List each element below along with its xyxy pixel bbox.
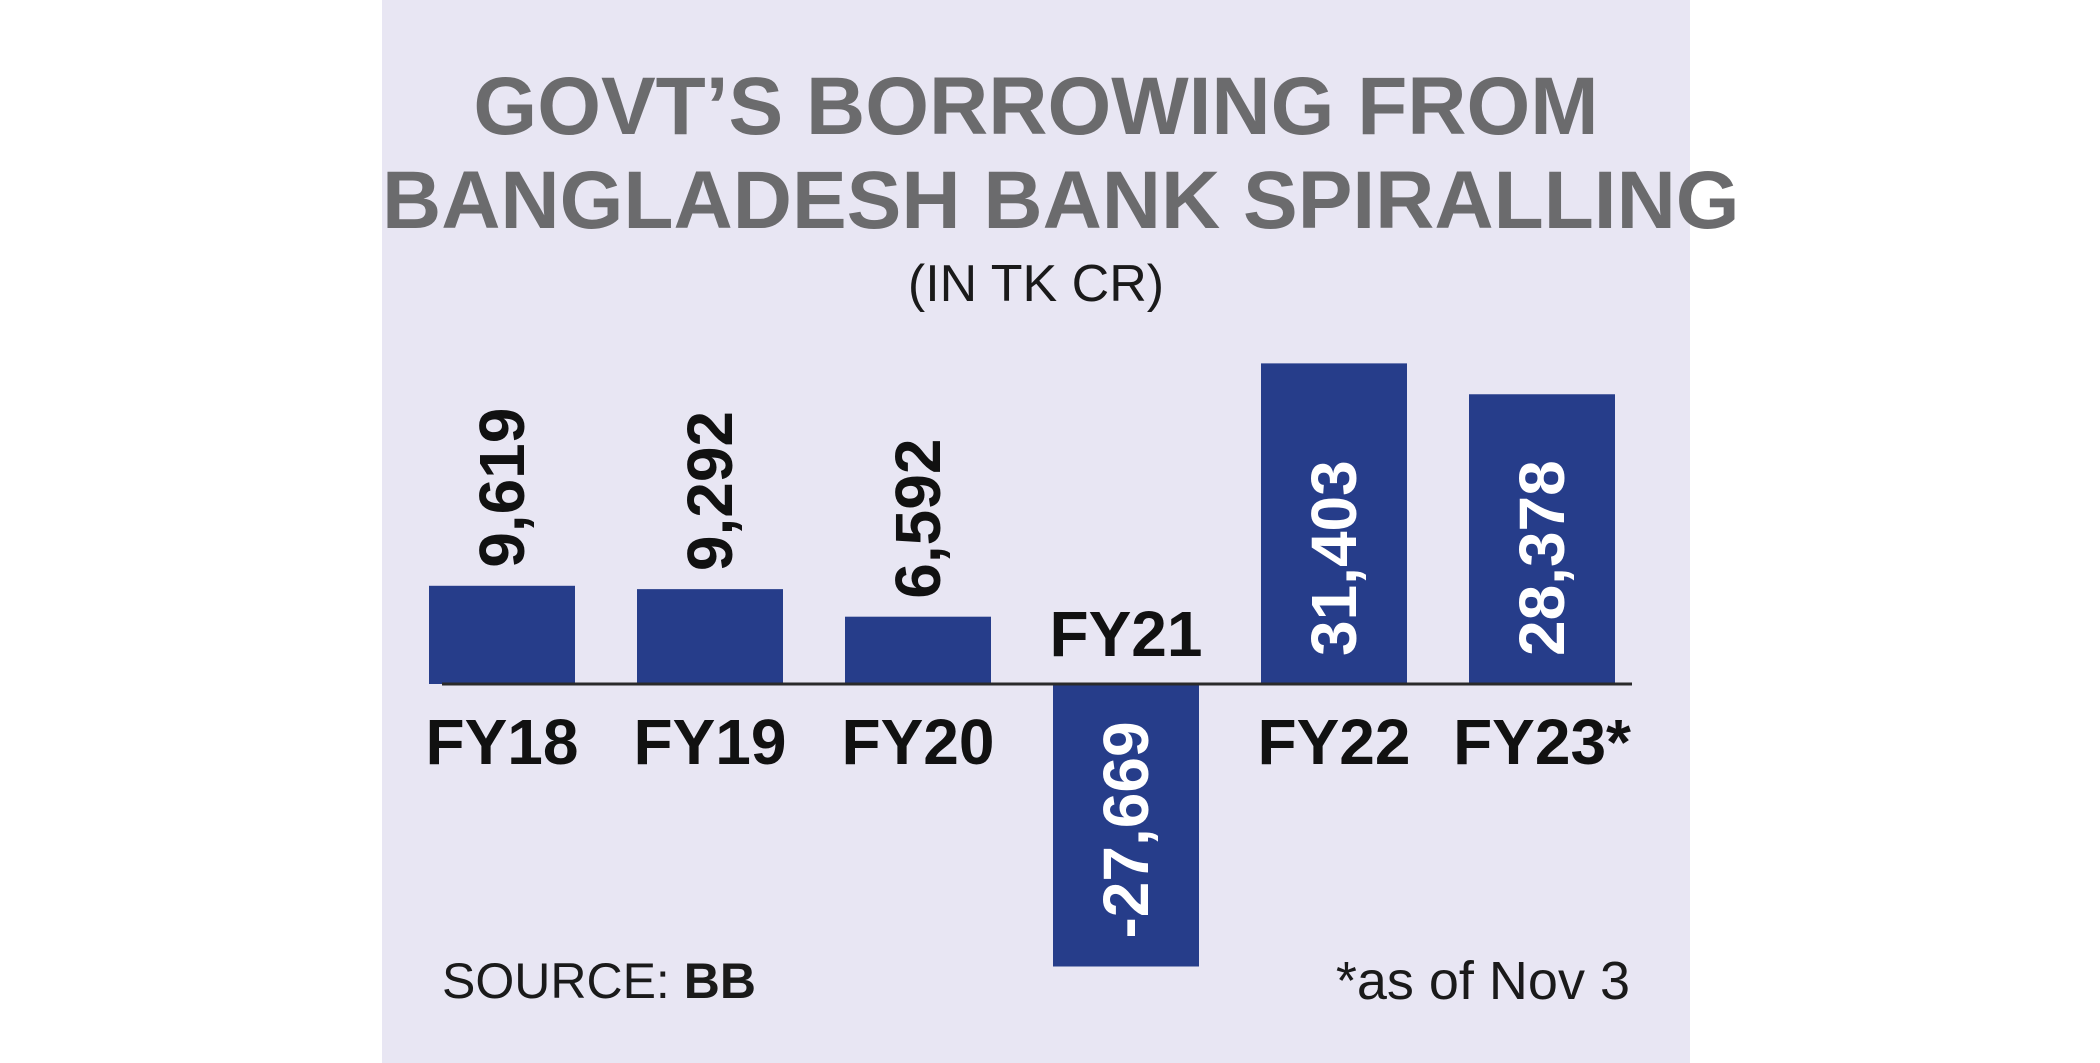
bar-fy22 xyxy=(1261,363,1407,684)
chart-title-line-1: GOVT’S BORROWING FROM xyxy=(473,61,1599,152)
x-tick-label: FY21 xyxy=(1050,598,1203,670)
chart-unit-subtitle: (IN TK CR) xyxy=(907,255,1165,313)
data-label: 31,403 xyxy=(1298,460,1370,656)
data-label: 9,619 xyxy=(466,408,538,568)
chart-panel: GOVT’S BORROWING FROM BANGLADESH BANK SP… xyxy=(382,0,1740,1063)
data-label: 28,378 xyxy=(1506,460,1578,656)
data-label: 6,592 xyxy=(882,439,954,599)
bar-chart: FY18 9,619 FY19 9,292 FY20 6,592 FY21 -27,669 FY… xyxy=(426,363,1632,967)
source-note: SOURCE: BB xyxy=(442,952,756,1010)
bar-fy20 xyxy=(845,616,991,684)
bar-fy21 xyxy=(1053,684,1199,967)
data-label: 9,292 xyxy=(674,411,746,571)
x-tick-label: FY18 xyxy=(426,706,579,778)
source-label: SOURCE: xyxy=(442,953,670,1009)
bar-fy18 xyxy=(429,585,575,684)
data-label: -27,669 xyxy=(1090,721,1162,938)
x-tick-label: FY19 xyxy=(634,706,787,778)
footnote: *as of Nov 3 xyxy=(1335,951,1630,1011)
x-tick-label: FY20 xyxy=(842,706,995,778)
source-value: BB xyxy=(683,953,756,1009)
x-tick-label: FY23* xyxy=(1453,706,1631,778)
bar-fy23 xyxy=(1469,394,1615,684)
chart-title-line-2: BANGLADESH BANK SPIRALLING xyxy=(382,155,1740,246)
bar-fy19 xyxy=(637,589,783,684)
x-tick-label: FY22 xyxy=(1258,706,1411,778)
